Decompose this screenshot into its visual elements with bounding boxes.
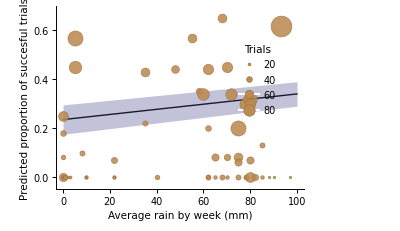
Point — [188, 37, 195, 40]
Point — [72, 37, 78, 40]
Point — [83, 175, 90, 179]
Point — [205, 68, 211, 72]
X-axis label: Average rain by week (mm): Average rain by week (mm) — [108, 210, 252, 220]
Point — [212, 156, 218, 160]
Point — [287, 175, 293, 179]
Point — [64, 175, 71, 179]
Point — [242, 175, 249, 179]
Point — [83, 175, 90, 179]
Point — [228, 93, 235, 96]
Point — [60, 175, 66, 179]
Point — [247, 158, 253, 162]
Point — [111, 175, 118, 179]
Point — [247, 102, 253, 106]
Point — [200, 93, 206, 96]
Point — [224, 175, 230, 179]
Point — [78, 151, 85, 155]
Point — [67, 175, 73, 179]
Point — [235, 161, 242, 164]
Point — [60, 132, 66, 135]
Point — [196, 90, 202, 94]
Point — [142, 71, 148, 74]
Point — [278, 24, 284, 28]
Point — [60, 115, 66, 118]
Point — [252, 175, 258, 179]
Point — [270, 175, 277, 179]
Point — [142, 122, 148, 126]
Point — [224, 156, 230, 160]
Legend: 20, 40, 60, 80: 20, 40, 60, 80 — [240, 45, 276, 116]
Point — [219, 17, 225, 21]
Y-axis label: Predicted proportion of succesful trials: Predicted proportion of succesful trials — [20, 0, 30, 199]
Point — [235, 156, 242, 160]
Point — [247, 175, 253, 179]
Point — [60, 175, 66, 179]
Point — [111, 175, 118, 179]
Point — [259, 144, 265, 147]
Point — [111, 158, 118, 162]
Point — [205, 175, 211, 179]
Point — [212, 175, 218, 179]
Point — [242, 102, 249, 106]
Point — [259, 175, 265, 179]
Point — [60, 175, 66, 179]
Point — [242, 175, 249, 179]
Point — [60, 156, 66, 160]
Point — [235, 127, 242, 131]
Point — [247, 97, 253, 101]
Point — [266, 175, 272, 179]
Point — [224, 66, 230, 70]
Point — [62, 175, 68, 179]
Point — [72, 66, 78, 70]
Point — [205, 127, 211, 131]
Point — [205, 175, 211, 179]
Point — [172, 68, 178, 72]
Point — [235, 175, 242, 179]
Point — [154, 175, 160, 179]
Point — [219, 175, 225, 179]
